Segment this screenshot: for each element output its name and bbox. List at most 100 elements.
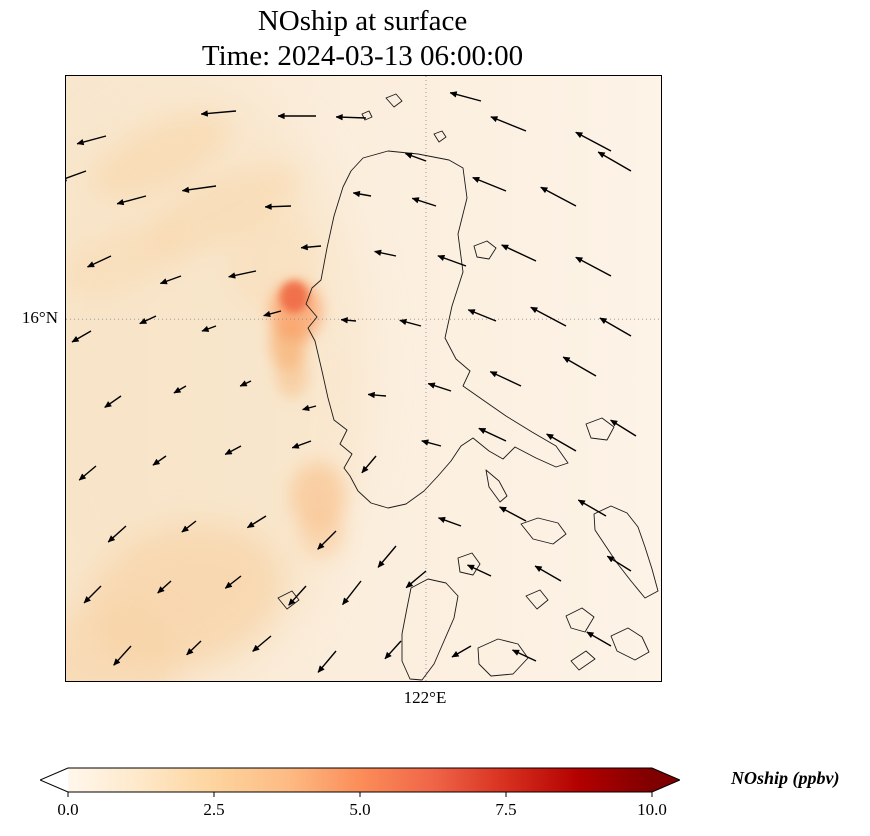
wind-arrow: [116, 195, 147, 206]
wind-arrow: [404, 152, 427, 162]
colorbar-tick-labels: 0.0 2.5 5.0 7.5 10.0: [40, 800, 680, 822]
wind-arrow: [228, 270, 257, 279]
coastline: [277, 590, 300, 610]
colorbar-tick-label: 0.0: [57, 800, 79, 819]
wind-arrow: [421, 439, 442, 447]
wind-arrow: [451, 645, 472, 658]
wind-arrow: [501, 244, 537, 262]
y-axis-tick-label: 16°N: [21, 308, 58, 327]
wind-arrow: [384, 640, 402, 660]
wind-arrow: [159, 275, 182, 285]
wind-arrow: [478, 427, 507, 442]
wind-arrow: [263, 310, 282, 318]
wind-arrow: [489, 370, 522, 387]
wind-arrow: [224, 575, 242, 589]
wind-arrow: [186, 640, 202, 656]
colorbar-gradient: [68, 768, 652, 792]
colorbar-label: NOship (ppbv): [731, 768, 840, 788]
wind-arrow: [586, 631, 612, 647]
chart-subtitle: Time: 2024-03-13 06:00:00: [201, 40, 524, 72]
wind-arrow: [575, 256, 612, 277]
chart-title: NOship at surface: [257, 5, 468, 37]
coastline: [585, 417, 615, 441]
wind-arrow: [71, 330, 92, 343]
heat-patch: [142, 164, 300, 258]
colorbar-tick-label: 10.0: [637, 800, 667, 819]
wind-arrow: [490, 116, 527, 132]
heat-patch: [280, 281, 308, 313]
wind-arrow: [361, 455, 377, 474]
wind-arrow: [511, 649, 537, 662]
wind-arrow: [340, 317, 357, 324]
wind-arrow: [467, 309, 497, 322]
wind-arrow: [577, 499, 607, 517]
wind-arrow: [597, 151, 632, 172]
wind-arrow: [352, 190, 372, 198]
wind-arrow: [224, 445, 242, 456]
wind-arrow: [498, 506, 527, 522]
wind-arrow: [599, 317, 632, 337]
wind-arrow: [562, 356, 597, 377]
wind-arrow: [288, 585, 307, 606]
coastline: [401, 578, 459, 681]
colorbar-tick-label: 7.5: [495, 800, 517, 819]
wind-arrow: [246, 515, 267, 529]
coastline: [473, 240, 497, 260]
wind-arrow: [540, 186, 577, 207]
colorbar-under-arrow: [40, 768, 68, 792]
wind-arrow: [173, 385, 187, 394]
wind-arrow: [300, 243, 322, 251]
wind-arrow: [76, 135, 107, 146]
wind-arrow: [201, 325, 217, 332]
coastline: [610, 627, 650, 661]
wind-arrow: [367, 391, 387, 399]
wind-arrow: [405, 570, 427, 589]
coastline: [385, 93, 403, 108]
coastline: [570, 650, 596, 671]
colorbar-canvas: [38, 767, 682, 797]
colorbar: [38, 767, 682, 798]
wind-arrow: [291, 440, 312, 449]
coastline: [485, 469, 508, 503]
wind-arrow: [78, 465, 97, 481]
map-canvas: [66, 76, 661, 681]
colorbar-over-arrow: [652, 768, 680, 792]
wind-arrow: [239, 380, 252, 387]
coastline: [305, 150, 569, 509]
wind-arrow: [107, 525, 127, 543]
wind-vectors: [66, 91, 637, 673]
coastline: [565, 607, 595, 633]
wind-arrow: [399, 318, 422, 327]
heat-patch: [66, 606, 179, 681]
wind-arrow: [301, 404, 317, 412]
wind-arrow: [86, 255, 112, 268]
wind-arrow: [546, 433, 577, 452]
wind-arrow: [466, 564, 492, 577]
coastline: [525, 589, 549, 610]
map-plot: [65, 75, 662, 682]
wind-arrow: [157, 580, 172, 594]
wind-arrow: [610, 419, 637, 437]
wind-arrow: [66, 170, 87, 182]
heat-patch: [66, 226, 183, 296]
wind-arrow: [449, 91, 482, 102]
coastline: [593, 505, 659, 599]
colorbar-tick-label: 2.5: [203, 800, 225, 819]
wind-arrow: [317, 530, 337, 550]
wind-arrow: [181, 185, 217, 194]
heat-patch: [300, 510, 344, 558]
heat-patch: [91, 114, 231, 198]
wind-arrow: [181, 520, 197, 533]
wind-arrow: [252, 635, 272, 652]
concentration-field: [66, 86, 366, 681]
wind-arrow: [427, 382, 452, 392]
wind-arrow: [534, 565, 562, 582]
wind-arrow: [437, 517, 462, 527]
coastline: [477, 638, 529, 677]
wind-arrow: [139, 315, 157, 325]
wind-arrow: [373, 249, 397, 257]
wind-arrow: [335, 113, 367, 121]
wind-arrow: [104, 395, 122, 409]
wind-arrow: [152, 455, 167, 466]
